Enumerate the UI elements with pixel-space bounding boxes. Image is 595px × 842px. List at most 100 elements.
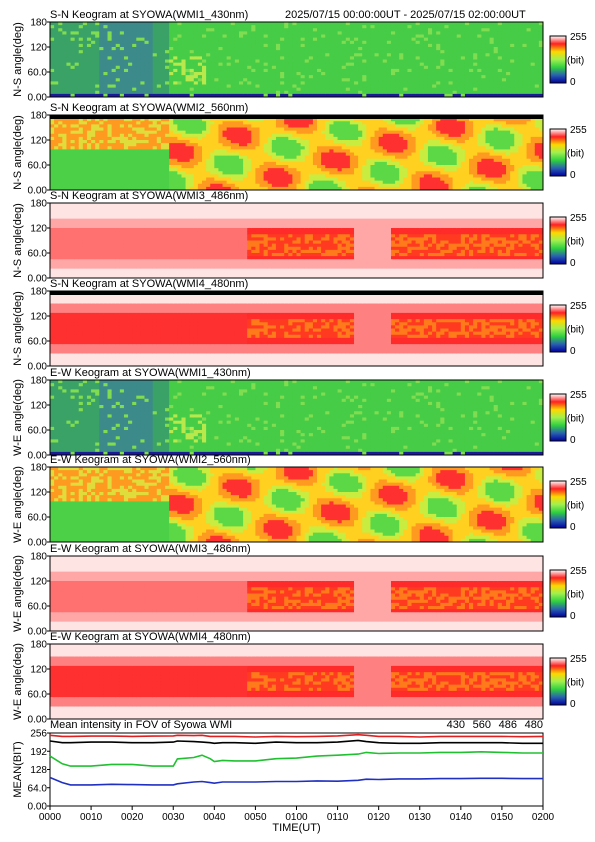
keogram-ytick-label: 0.00 (28, 627, 48, 638)
chart-ytick-label: 128 (30, 765, 47, 776)
x-tick-label: 0200 (532, 812, 555, 823)
keogram-ytick-label: 120 (30, 488, 47, 499)
colorbar-min-label: 0 (570, 522, 576, 533)
colorbar: 255 (bit) 0 (550, 125, 587, 181)
keogram-ytick-label: 60.0 (28, 161, 48, 172)
time-range: 2025/07/15 00:00:00UT - 2025/07/15 02:00… (285, 9, 526, 21)
colorbar-min-label: 0 (570, 699, 576, 710)
keogram-image (50, 556, 543, 631)
keogram-ytick-label: 180 (30, 111, 47, 122)
colorbar: 255 (bit) 0 (550, 301, 587, 357)
x-tick-label: 0010 (80, 812, 103, 823)
keogram-ytick-label: 180 (30, 287, 47, 298)
keogram-ytick-label: 0.00 (28, 451, 48, 462)
keogram-ylabel: W-E angle(deg) (12, 466, 24, 543)
colorbar-min-label: 0 (570, 435, 576, 446)
keogram-image (50, 115, 543, 190)
colorbar-max-label: 255 (570, 654, 587, 665)
keogram-image (50, 467, 543, 542)
keogram-ytick-label: 60.0 (28, 249, 48, 260)
keogram-ytick-label: 0.00 (28, 274, 48, 285)
keogram-ytick-label: 180 (30, 199, 47, 210)
colorbar-min-label: 0 (570, 77, 576, 88)
colorbar-min-label: 0 (570, 258, 576, 269)
keogram-ytick-label: 180 (30, 640, 47, 651)
colorbar-scale (550, 658, 566, 705)
keogram-title: E-W Keogram at SYOWA(WMI4_480nm) (50, 631, 251, 643)
legend-entry-480: 480 (525, 719, 543, 731)
keogram-panel-4: S-N Keogram at SYOWA(WMI4_480nm)18012060… (12, 278, 587, 373)
keogram-panel-5: E-W Keogram at SYOWA(WMI1_430nm)18012060… (12, 367, 587, 462)
colorbar-unit-label: (bit) (567, 414, 584, 425)
keogram-ytick-label: 120 (30, 665, 47, 676)
x-tick-label: 0110 (327, 812, 349, 823)
mean-intensity-chart: Mean intensity in FOV of Syowa WMI 480486… (12, 719, 543, 813)
keogram-ytick-label: 0.00 (28, 715, 48, 726)
time-axis: 0000 0010 0020 0030 0040 0050 0100 0110 0120 0130… (39, 806, 555, 834)
keogram-panel-1: S-N Keogram at SYOWA(WMI1_430nm) 2025/07/… (12, 9, 587, 104)
colorbar-unit-label: (bit) (567, 56, 584, 67)
keogram-ylabel: N-S angle(deg) (12, 115, 24, 190)
colorbar-max-label: 255 (570, 390, 587, 401)
colorbar: 255(bit)0 (550, 566, 587, 622)
chart-frame (50, 733, 543, 806)
keogram-title: S-N Keogram at SYOWA(WMI3_486nm) (50, 190, 248, 202)
colorbar: 255(bit)0 (550, 654, 587, 710)
keogram-ytick-label: 120 (30, 312, 47, 323)
keogram-ytick-label: 60.0 (28, 690, 48, 701)
colorbar-unit-label: (bit) (567, 325, 584, 336)
keogram-title: E-W Keogram at SYOWA(WMI3_486nm) (50, 543, 251, 555)
keogram-panel-6: E-W Keogram at SYOWA(WMI2_560nm)18012060… (12, 454, 587, 549)
keogram-ytick-label: 60.0 (28, 68, 48, 79)
keogram-image (50, 203, 543, 278)
keogram-ytick-label: 0.00 (28, 186, 48, 197)
chart-ytick-label: 192 (30, 747, 47, 758)
colorbar-unit-label: (bit) (567, 149, 584, 160)
colorbar-min-label: 0 (570, 346, 576, 357)
x-tick-label: 0140 (450, 812, 473, 823)
keogram-panel-7: E-W Keogram at SYOWA(WMI3_486nm)180 120 60… (12, 543, 587, 638)
keogram-ylabel: W-E angle(deg) (12, 643, 24, 720)
colorbar-min-label: 0 (570, 170, 576, 181)
colorbar-scale (550, 570, 566, 617)
colorbar-scale (550, 394, 566, 441)
keogram-panel-3: S-N Keogram at SYOWA(WMI3_486nm)180 120 60… (12, 190, 587, 285)
x-tick-label: 0000 (39, 812, 62, 823)
colorbar-unit-label: (bit) (567, 237, 584, 248)
x-tick-label: 0050 (244, 812, 267, 823)
colorbar-max-label: 255 (570, 125, 587, 136)
x-tick-label: 0040 (203, 812, 226, 823)
keogram-ylabel: W-E angle(deg) (12, 555, 24, 632)
colorbar-unit-label: (bit) (567, 590, 584, 601)
keogram-panel-8: E-W Keogram at SYOWA(WMI4_480nm)180 120 60… (12, 631, 587, 726)
keogram-ytick-label: 180 (30, 552, 47, 563)
x-tick-label: 0150 (491, 812, 514, 823)
keogram-ytick-label: 60.0 (28, 337, 48, 348)
keogram-ytick-label: 120 (30, 224, 47, 235)
x-axis-label: TIME(UT) (272, 822, 320, 834)
keogram-ytick-label: 120 (30, 577, 47, 588)
keogram-title: E-W Keogram at SYOWA(WMI2_560nm) (50, 454, 251, 466)
chart-ylabel: MEAN(BIT) (12, 741, 24, 797)
chart-ytick-label: 256 (30, 729, 47, 740)
keogram-ytick-label: 120 (30, 136, 47, 147)
keogram-ytick-label: 180 (30, 376, 47, 387)
keogram-ylabel: W-E angle(deg) (12, 379, 24, 456)
keogram-title: S-N Keogram at SYOWA(WMI1_430nm) (50, 9, 248, 21)
colorbar-max-label: 255 (570, 477, 587, 488)
keogram-ytick-label: 0.00 (28, 93, 48, 104)
colorbar-max-label: 255 (570, 32, 587, 43)
keogram-image (50, 291, 543, 366)
colorbar: 255(bit)0 (550, 477, 587, 533)
colorbar-scale (550, 305, 566, 352)
colorbar-max-label: 255 (570, 301, 587, 312)
keogram-ytick-label: 60.0 (28, 602, 48, 613)
colorbar-min-label: 0 (570, 611, 576, 622)
keogram-image (50, 380, 543, 455)
keogram-ytick-label: 120 (30, 401, 47, 412)
chart-ytick-label: 64.0 (28, 783, 48, 794)
x-tick-label: 0120 (368, 812, 391, 823)
keogram-ytick-label: 180 (30, 18, 47, 29)
keogram-ytick-label: 0.00 (28, 362, 48, 373)
